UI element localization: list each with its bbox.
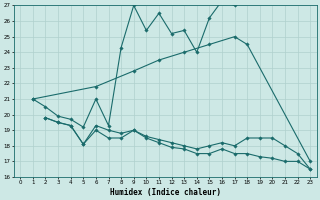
X-axis label: Humidex (Indice chaleur): Humidex (Indice chaleur) (110, 188, 221, 197)
